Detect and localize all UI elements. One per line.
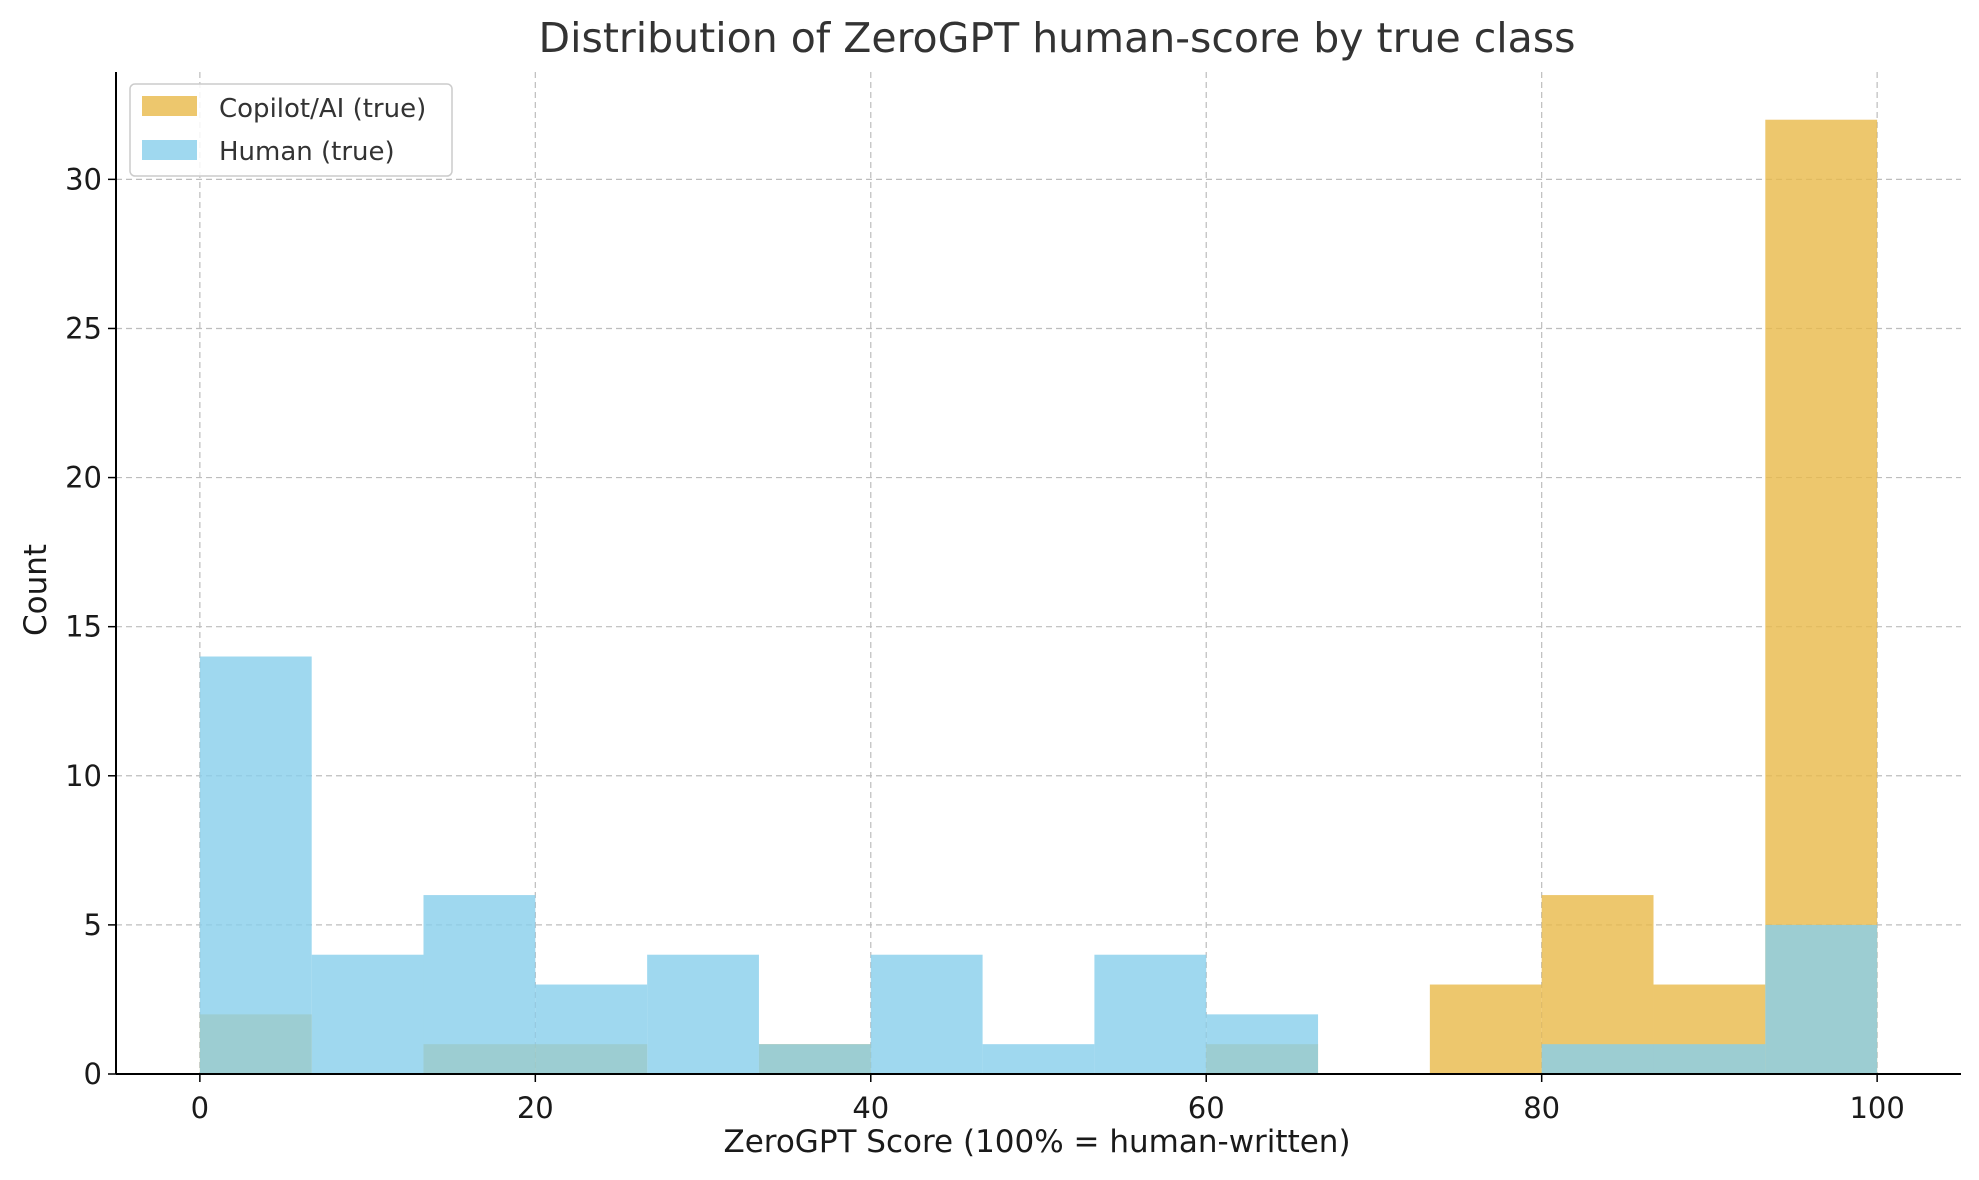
bar-human	[1765, 924, 1878, 1074]
legend: Copilot/AI (true) Human (true)	[129, 83, 453, 177]
bar-copilot	[1765, 119, 1878, 1074]
legend-label-copilot: Copilot/AI (true)	[219, 94, 426, 124]
x-tick-label: 40	[852, 1091, 889, 1125]
y-tick-label: 30	[65, 162, 102, 196]
grid-lines	[116, 72, 1961, 1074]
legend-swatch-copilot	[142, 96, 197, 116]
chart-title: Distribution of ZeroGPT human-score by t…	[539, 14, 1576, 62]
x-tick-label: 20	[517, 1091, 554, 1125]
x-tick-label: 0	[191, 1091, 209, 1125]
bar-human	[535, 984, 648, 1074]
histogram-bars	[199, 119, 1878, 1074]
x-axis-label: ZeroGPT Score (100% = human-written)	[723, 1124, 1350, 1160]
bar-human	[870, 954, 983, 1074]
tick-labels: 0 20 40 60 80 100 0 5 10 15 20 25 30	[65, 162, 1905, 1125]
legend-label-human: Human (true)	[219, 137, 395, 167]
y-tick-label: 15	[65, 610, 102, 644]
y-tick-label: 10	[65, 759, 102, 793]
x-tick-label: 100	[1849, 1091, 1904, 1125]
y-tick-label: 5	[84, 908, 102, 942]
bar-human	[1206, 1014, 1319, 1074]
axes	[115, 72, 1961, 1075]
bar-human	[311, 954, 424, 1074]
bar-human	[423, 895, 536, 1074]
bar-human	[1094, 954, 1207, 1074]
y-tick-label: 0	[84, 1057, 102, 1091]
bar-copilot	[1429, 984, 1542, 1074]
x-tick-label: 80	[1523, 1091, 1560, 1125]
y-tick-label: 25	[65, 311, 102, 345]
legend-swatch-human	[142, 140, 197, 160]
x-tick-label: 60	[1188, 1091, 1225, 1125]
bar-human	[1541, 1044, 1654, 1074]
y-axis-label: Count	[18, 544, 54, 636]
bar-human	[1653, 1044, 1766, 1074]
bar-human	[647, 954, 759, 1074]
bar-human	[199, 656, 312, 1074]
y-tick-label: 20	[65, 461, 102, 495]
bar-human	[982, 1044, 1095, 1074]
legend-frame	[129, 83, 453, 177]
bar-human	[758, 1044, 871, 1074]
